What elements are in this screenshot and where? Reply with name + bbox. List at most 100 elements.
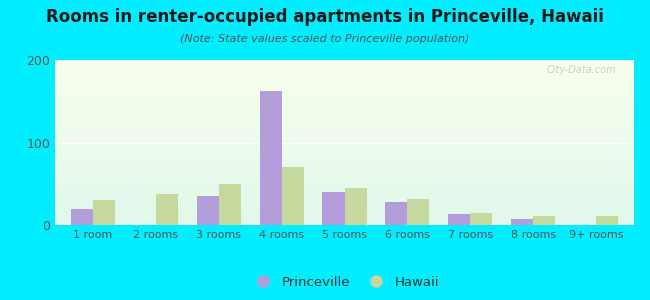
Bar	[55, 103, 634, 105]
Bar	[93, 200, 115, 225]
Bar	[55, 164, 634, 166]
Text: (Note: State values scaled to Princeville population): (Note: State values scaled to Princevill…	[180, 34, 470, 44]
Bar	[71, 208, 93, 225]
Bar	[55, 149, 634, 151]
Bar	[55, 80, 634, 81]
Bar	[55, 179, 634, 180]
Bar	[55, 83, 634, 85]
Bar	[55, 108, 634, 109]
Bar	[55, 154, 634, 156]
Bar	[55, 81, 634, 83]
Bar	[55, 151, 634, 152]
Bar	[55, 63, 634, 65]
Bar	[408, 199, 430, 225]
Bar	[55, 141, 634, 142]
Bar	[55, 194, 634, 195]
Bar	[322, 192, 344, 225]
Bar	[55, 223, 634, 225]
Bar	[55, 161, 634, 162]
Bar	[55, 152, 634, 154]
Bar	[55, 61, 634, 63]
Bar	[55, 96, 634, 98]
Bar	[197, 196, 219, 225]
Bar	[55, 146, 634, 147]
Bar	[55, 121, 634, 123]
Bar	[55, 187, 634, 189]
Bar	[55, 195, 634, 197]
Bar	[55, 220, 634, 222]
Bar	[55, 157, 634, 159]
Bar	[55, 222, 634, 223]
Bar	[55, 202, 634, 203]
Bar	[55, 91, 634, 93]
Bar	[55, 203, 634, 205]
Text: City-Data.com: City-Data.com	[547, 65, 616, 75]
Bar	[55, 90, 634, 91]
Bar	[55, 60, 634, 61]
Bar	[55, 94, 634, 96]
Bar	[156, 194, 178, 225]
Bar	[55, 189, 634, 190]
Bar	[55, 129, 634, 131]
Bar	[55, 170, 634, 172]
Bar	[55, 98, 634, 100]
Bar	[55, 75, 634, 76]
Bar	[55, 180, 634, 182]
Bar	[55, 73, 634, 75]
Bar	[55, 214, 634, 215]
Bar	[55, 139, 634, 141]
Bar	[55, 70, 634, 71]
Bar	[55, 159, 634, 160]
Bar	[55, 136, 634, 137]
Bar	[55, 104, 634, 106]
Bar	[55, 210, 634, 212]
Bar	[470, 213, 492, 225]
Bar	[55, 176, 634, 177]
Bar	[55, 134, 634, 136]
Bar	[596, 216, 618, 225]
Bar	[55, 177, 634, 179]
Bar	[385, 202, 408, 225]
Bar	[55, 208, 634, 210]
Bar	[55, 85, 634, 86]
Bar	[55, 212, 634, 214]
Bar	[55, 218, 634, 220]
Bar	[55, 162, 634, 164]
Bar	[55, 106, 634, 108]
Bar	[344, 188, 367, 225]
Bar	[55, 101, 634, 103]
Bar	[55, 114, 634, 116]
Bar	[55, 200, 634, 202]
Bar	[55, 172, 634, 174]
Bar	[55, 137, 634, 139]
Bar	[55, 197, 634, 199]
Bar	[55, 124, 634, 126]
Bar	[55, 67, 634, 68]
Bar	[219, 184, 240, 225]
Bar	[55, 88, 634, 90]
Bar	[55, 174, 634, 176]
Bar	[55, 71, 634, 73]
Bar	[55, 78, 634, 80]
Bar	[259, 91, 281, 225]
Legend: Princeville, Hawaii: Princeville, Hawaii	[244, 271, 445, 294]
Bar	[55, 192, 634, 194]
Bar	[55, 166, 634, 167]
Bar	[55, 110, 634, 111]
Text: Rooms in renter-occupied apartments in Princeville, Hawaii: Rooms in renter-occupied apartments in P…	[46, 8, 604, 26]
Bar	[55, 169, 634, 170]
Bar	[55, 185, 634, 187]
Bar	[55, 147, 634, 149]
Bar	[55, 76, 634, 78]
Bar	[55, 184, 634, 185]
Bar	[448, 214, 470, 225]
Bar	[55, 144, 634, 146]
Bar	[55, 167, 634, 169]
Bar	[55, 111, 634, 113]
Bar	[55, 113, 634, 114]
Bar	[55, 182, 634, 184]
Bar	[55, 207, 634, 208]
Bar	[55, 93, 634, 94]
Bar	[281, 167, 304, 225]
Bar	[55, 118, 634, 119]
